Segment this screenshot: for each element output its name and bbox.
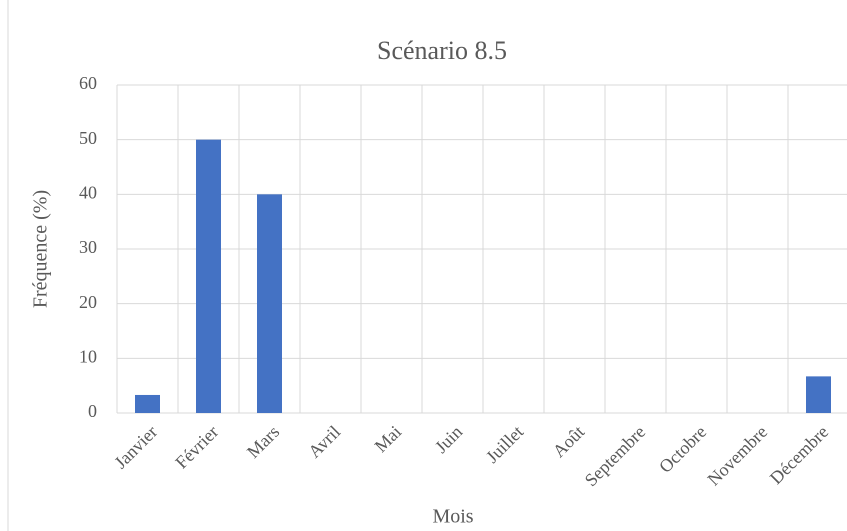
y-tick-label: 0 <box>88 401 97 421</box>
y-tick-label: 50 <box>79 128 97 148</box>
bar <box>196 139 221 413</box>
y-tick-label: 30 <box>79 237 97 257</box>
y-axis-label: Fréquence (%) <box>30 190 52 308</box>
chart-border <box>7 0 847 531</box>
y-tick-label: 40 <box>79 182 97 202</box>
chart-title: Scénario 8.5 <box>377 36 507 65</box>
bar <box>257 194 282 413</box>
y-tick-label: 60 <box>79 73 97 93</box>
x-axis-label: Mois <box>432 506 473 528</box>
y-tick-label: 20 <box>79 292 97 312</box>
bar <box>806 376 831 413</box>
y-tick-label: 10 <box>79 346 97 366</box>
bar <box>135 394 160 413</box>
